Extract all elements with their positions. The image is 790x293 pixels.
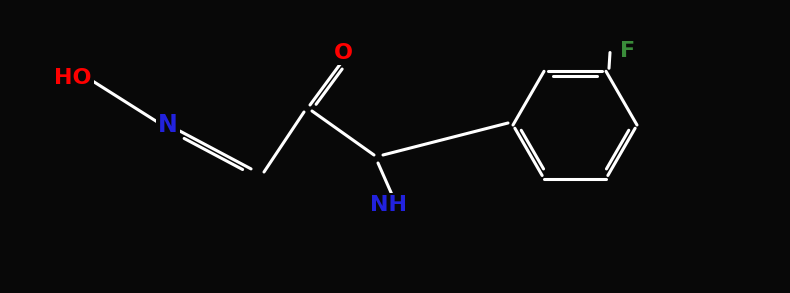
Text: O: O [333,43,352,63]
Text: N: N [158,113,178,137]
Text: NH: NH [370,195,407,215]
Text: O: O [333,43,352,63]
Text: NH: NH [370,195,407,215]
Text: HO: HO [55,68,92,88]
Text: HO: HO [55,68,92,88]
Text: F: F [620,40,636,61]
Text: N: N [158,113,178,137]
Text: F: F [620,40,636,61]
